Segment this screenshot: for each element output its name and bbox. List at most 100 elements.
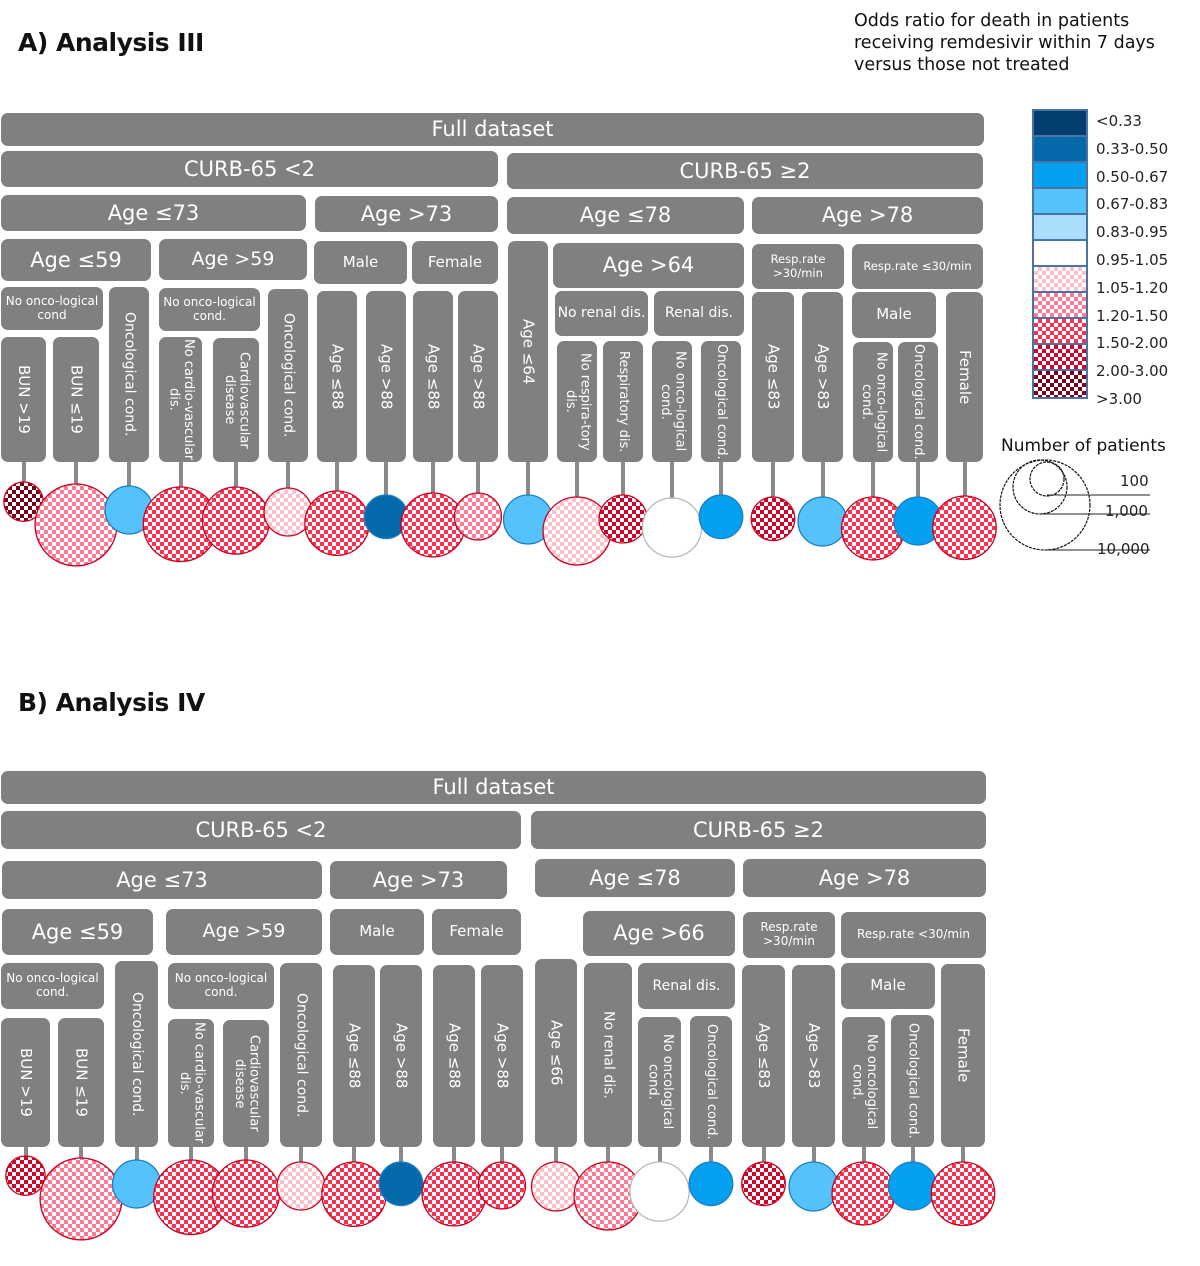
- legend-label: 0.50-0.67: [1096, 167, 1169, 186]
- size-legend: [999, 459, 1150, 551]
- legend-swatch: [1034, 319, 1086, 345]
- leaf-node-label: Age ≤88: [345, 1023, 364, 1089]
- leaf-node-label: Age >88: [493, 1023, 512, 1089]
- node-age-le73-label: Age ≤73: [107, 200, 200, 225]
- leaf-node: Oncological cond.: [109, 287, 149, 462]
- leaf-node: Cardiovascular disease: [213, 338, 259, 462]
- size-circle-1000: [1012, 459, 1068, 515]
- node-female-label: Female: [427, 252, 483, 271]
- leaf-connector: [962, 462, 967, 498]
- legend-swatch: [1034, 111, 1086, 137]
- odds-ratio-bubble: [930, 1161, 996, 1227]
- size-circle-10000: [999, 459, 1091, 551]
- leaf-node: BUN >19: [1, 1018, 50, 1147]
- odds-ratio-legend: [1032, 109, 1088, 399]
- node-no-onc-1-label: No onco-logical cond: [5, 293, 99, 322]
- leaf-node-label: No oncological cond.: [849, 1034, 879, 1130]
- leaf-node-label: Age ≤88: [445, 1023, 464, 1089]
- leaf-node-label: Age ≤88: [328, 343, 347, 410]
- node-resp-le30-label: Resp.rate ≤30/min: [863, 258, 972, 273]
- odds-ratio-bubble: [750, 496, 796, 542]
- leaf-node: BUN >19: [1, 337, 46, 462]
- leaf-node: Oncological cond.: [898, 342, 938, 462]
- node-renal-label: Renal dis.: [664, 305, 734, 322]
- leaf-node-label: Age >88: [469, 343, 488, 410]
- leaf-node-label: Oncological cond.: [129, 991, 146, 1117]
- legend-swatch: [1034, 189, 1086, 215]
- leaf-node-label: Oncological cond.: [911, 344, 927, 460]
- leaf-connector: [719, 462, 723, 497]
- legend-swatch: [1034, 241, 1086, 267]
- node-age-gt78: Age >78: [752, 197, 983, 234]
- leaf-connector: [670, 462, 674, 500]
- node-male2: Male: [841, 963, 935, 1009]
- node-renal: Renal dis.: [638, 963, 735, 1009]
- node-age-le59: Age ≤59: [2, 909, 153, 955]
- node-resp-gt30: Resp.rate >30/min: [752, 244, 844, 289]
- leaf-connector: [286, 462, 290, 490]
- node-age-gt-mid: Age >66: [583, 911, 735, 956]
- leaf-connector: [23, 1147, 28, 1158]
- node-age-le59-label: Age ≤59: [30, 247, 122, 272]
- leaf-connector: [871, 462, 875, 499]
- node-no-onc-2: No onco-logical cond.: [159, 288, 260, 331]
- leaf-connector: [189, 1147, 193, 1162]
- leaf-connector: [910, 1147, 915, 1164]
- leaf-node-label: No cardio-vascular dis.: [177, 1022, 207, 1144]
- node-age-le78-label: Age ≤78: [589, 865, 681, 890]
- panel-b-title: B) Analysis IV: [18, 688, 205, 717]
- node-resp-le30-label: Resp.rate <30/min: [856, 927, 971, 942]
- legend-label: >3.00: [1096, 390, 1142, 408]
- leaf-node: No onco-logical cond.: [652, 341, 692, 462]
- leaf-connector: [526, 462, 530, 497]
- node-curb-lt2: CURB-65 <2: [1, 151, 498, 187]
- leaf-connector: [384, 462, 388, 497]
- size-label-10000: 10,000: [1097, 540, 1150, 558]
- legend-label: 1.05-1.20: [1096, 278, 1169, 297]
- node-no-onc-1-label: No onco-logical cond.: [6, 971, 99, 999]
- node-female: Female: [432, 909, 521, 955]
- leaf-node: Age ≤88: [413, 291, 453, 462]
- bubble-row: [5, 1155, 996, 1241]
- odds-ratio-bubble: [797, 496, 848, 547]
- odds-ratio-bubble: [421, 1161, 487, 1227]
- node-resp-le30: Resp.rate <30/min: [841, 912, 986, 958]
- leaf-node-label: No respira-tory dis.: [563, 352, 593, 451]
- odds-ratio-bubble: [304, 490, 370, 557]
- node-age-le59: Age ≤59: [1, 239, 151, 281]
- leaf-connector: [621, 462, 625, 497]
- node-age-gt73: Age >73: [330, 861, 507, 899]
- legend-label: 0.95-1.05: [1096, 251, 1169, 269]
- node-curb-ge2: CURB-65 ≥2: [507, 153, 983, 189]
- node-male-label: Male: [342, 252, 379, 271]
- odds-ratio-bubble: [788, 1161, 839, 1212]
- leaf-node-label: Age ≤64: [519, 318, 538, 385]
- leaf-connector: [709, 1147, 713, 1164]
- leaf-connector: [244, 1147, 248, 1162]
- leaf-node: Age ≤64: [508, 241, 548, 462]
- leaf-node: Age >83: [802, 292, 843, 462]
- leaf-node: No onco-logical cond.: [853, 342, 893, 462]
- odds-ratio-bubble: [453, 492, 503, 541]
- leaf-connector: [335, 462, 339, 493]
- leaf-node: No cardio-vascular dis.: [159, 337, 202, 462]
- node-male-label: Male: [359, 922, 395, 941]
- leaf-connector: [234, 462, 238, 489]
- odds-ratio-bubble: [887, 1161, 938, 1211]
- leaf-node: Oncological cond.: [701, 341, 741, 462]
- legend-label: 0.83-0.95: [1096, 223, 1169, 242]
- leaf-node: Age >88: [380, 965, 422, 1147]
- node-renal-label: Renal dis.: [652, 977, 721, 994]
- leaf-connector: [554, 1147, 558, 1164]
- panel-a-title: A) Analysis III: [18, 28, 204, 57]
- node-age-le73-label: Age ≤73: [116, 867, 208, 892]
- legend-swatch: [1034, 267, 1086, 293]
- node-full-label: Full dataset: [432, 775, 555, 800]
- legend-label: 0.33-0.50: [1096, 139, 1169, 158]
- leaf-node-label: Age >83: [804, 1023, 823, 1089]
- leaf-node-label: Respiratory dis.: [616, 350, 632, 453]
- legend-label: 1.20-1.50: [1096, 306, 1169, 325]
- leaf-connector: [452, 1147, 456, 1164]
- leaf-node-label: BUN >19: [16, 1048, 35, 1117]
- odds-ratio-bubble: [542, 496, 612, 566]
